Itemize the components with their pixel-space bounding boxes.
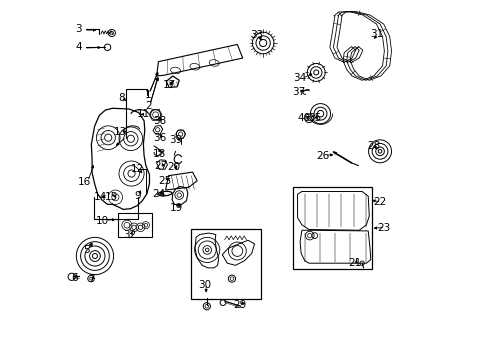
Text: 18: 18 <box>152 149 165 159</box>
Text: 33: 33 <box>250 30 263 40</box>
Text: 38: 38 <box>153 116 166 126</box>
Text: 28: 28 <box>366 141 380 151</box>
Text: 30: 30 <box>197 280 210 290</box>
Text: 7: 7 <box>87 274 94 284</box>
Text: 31: 31 <box>369 29 382 39</box>
Text: 22: 22 <box>373 197 386 207</box>
Text: 27: 27 <box>154 161 167 171</box>
Text: 10: 10 <box>96 216 109 226</box>
Text: 39: 39 <box>169 135 182 145</box>
Text: 25: 25 <box>158 176 171 186</box>
Text: 11: 11 <box>137 109 150 120</box>
Text: 37: 37 <box>291 87 305 97</box>
Text: 35: 35 <box>307 113 321 123</box>
Text: 20: 20 <box>166 162 180 172</box>
Text: 17: 17 <box>162 80 176 90</box>
Text: 8: 8 <box>118 93 125 103</box>
Text: 3: 3 <box>75 24 82 35</box>
Text: 14: 14 <box>94 192 107 202</box>
Text: 40: 40 <box>297 113 309 123</box>
Text: 1: 1 <box>144 90 151 100</box>
Text: 16: 16 <box>78 177 91 187</box>
Text: 26: 26 <box>315 150 328 161</box>
Text: 36: 36 <box>153 133 166 143</box>
Text: 15: 15 <box>105 192 118 202</box>
Text: 19: 19 <box>169 203 183 213</box>
Text: 29: 29 <box>233 300 246 310</box>
Bar <box>191 229 261 299</box>
Text: 32: 32 <box>123 230 136 239</box>
Text: 24: 24 <box>152 189 165 199</box>
Bar <box>292 187 371 269</box>
Text: 9: 9 <box>134 191 141 201</box>
Text: 13: 13 <box>114 127 127 136</box>
Text: 21: 21 <box>347 258 361 268</box>
Text: 34: 34 <box>293 73 306 83</box>
Text: 23: 23 <box>376 224 389 233</box>
Text: 5: 5 <box>83 245 90 255</box>
Text: 6: 6 <box>71 273 77 283</box>
Bar <box>118 213 152 237</box>
Text: 4: 4 <box>75 42 82 52</box>
Text: 2: 2 <box>145 102 151 112</box>
Text: 12: 12 <box>131 164 144 174</box>
